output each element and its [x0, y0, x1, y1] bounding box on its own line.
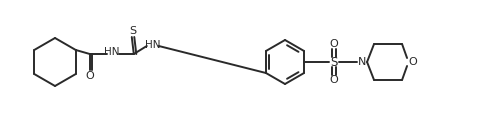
Text: O: O — [85, 71, 94, 81]
Text: N: N — [358, 57, 366, 67]
Text: S: S — [330, 56, 338, 68]
Text: O: O — [330, 39, 338, 49]
Text: HN: HN — [145, 40, 161, 50]
Text: HN: HN — [104, 47, 120, 57]
Text: O: O — [330, 75, 338, 85]
Text: O: O — [408, 57, 417, 67]
Text: S: S — [129, 26, 136, 36]
